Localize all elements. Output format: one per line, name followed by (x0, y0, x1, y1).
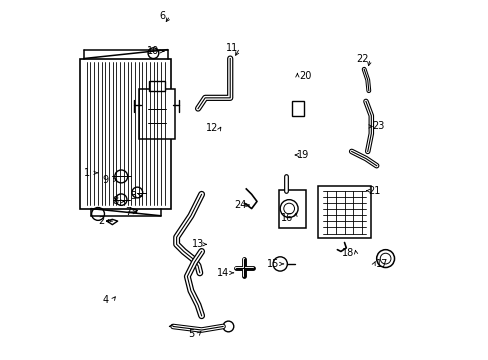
Text: 11: 11 (225, 43, 238, 53)
Text: 14: 14 (217, 268, 229, 278)
Text: 22: 22 (355, 54, 368, 64)
FancyBboxPatch shape (139, 89, 175, 139)
Text: 16: 16 (281, 212, 293, 222)
FancyBboxPatch shape (80, 59, 171, 208)
Text: 9: 9 (102, 175, 108, 185)
Text: 18: 18 (341, 248, 353, 258)
Text: 17: 17 (375, 259, 387, 269)
Text: 15: 15 (266, 259, 279, 269)
FancyBboxPatch shape (291, 101, 304, 116)
Text: 3: 3 (130, 191, 137, 201)
FancyBboxPatch shape (279, 190, 305, 228)
Text: 8: 8 (113, 197, 119, 206)
Text: 10: 10 (147, 46, 159, 57)
FancyBboxPatch shape (149, 81, 164, 91)
Text: 19: 19 (297, 150, 309, 160)
Text: 13: 13 (192, 239, 204, 249)
Text: 23: 23 (371, 121, 384, 131)
Text: 12: 12 (206, 123, 218, 133)
Text: 6: 6 (159, 11, 165, 21)
Text: 1: 1 (84, 168, 90, 178)
Text: 4: 4 (102, 295, 108, 305)
FancyBboxPatch shape (318, 186, 370, 238)
Text: 24: 24 (234, 200, 246, 210)
Text: 2: 2 (98, 216, 104, 226)
Text: 7: 7 (125, 207, 131, 217)
Text: 20: 20 (299, 71, 311, 81)
Text: 5: 5 (187, 329, 194, 339)
Text: 21: 21 (368, 186, 380, 196)
